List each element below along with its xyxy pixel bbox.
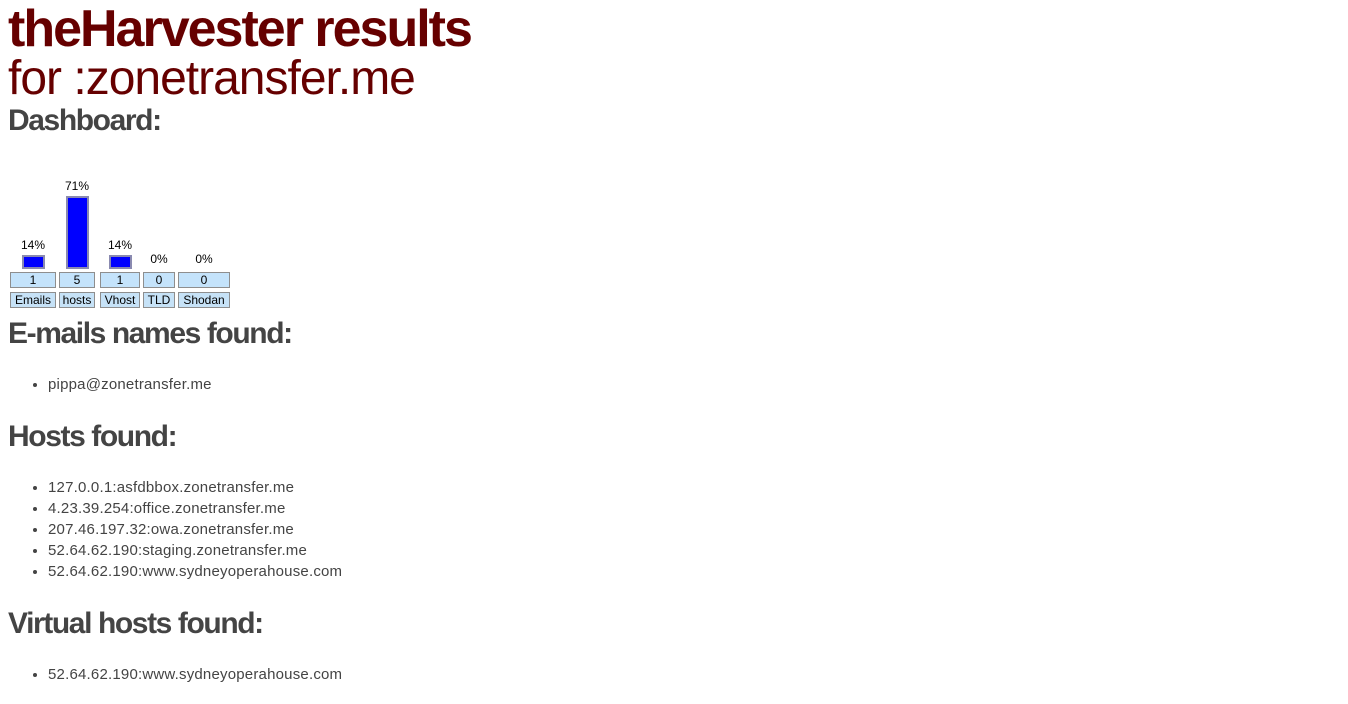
host-item: 52.64.62.190:staging.zonetransfer.me	[48, 540, 342, 561]
host-item: 127.0.0.1:asfdbbox.zonetransfer.me	[48, 477, 342, 498]
emails-list: pippa@zonetransfer.me	[8, 374, 212, 395]
chart-category-label: TLD	[143, 292, 175, 308]
chart-percent-label: 0%	[195, 252, 213, 266]
vhosts-list: 52.64.62.190:www.sydneyoperahouse.com	[8, 664, 342, 685]
chart-percent-label: 14%	[20, 238, 46, 252]
chart-category-label: hosts	[59, 292, 95, 308]
chart-bar-emails	[22, 255, 45, 269]
vhosts-heading: Virtual hosts found:	[8, 607, 264, 640]
dashboard-heading: Dashboard:	[8, 104, 162, 137]
host-item: 52.64.62.190:www.sydneyoperahouse.com	[48, 561, 342, 582]
chart-value-cell: 0	[143, 272, 175, 288]
chart-category-label: Vhost	[100, 292, 140, 308]
host-item: 4.23.39.254:office.zonetransfer.me	[48, 498, 342, 519]
email-item: pippa@zonetransfer.me	[48, 374, 212, 395]
chart-category-label: Emails	[10, 292, 56, 308]
chart-percent-label: 0%	[150, 252, 168, 266]
chart-bar-hosts	[66, 196, 89, 269]
chart-bar-vhost	[109, 255, 132, 269]
chart-value-cell: 0	[178, 272, 230, 288]
hosts-list: 127.0.0.1:asfdbbox.zonetransfer.me 4.23.…	[8, 477, 342, 582]
host-item: 207.46.197.32:owa.zonetransfer.me	[48, 519, 342, 540]
chart-value-cell: 5	[59, 272, 95, 288]
vhost-item: 52.64.62.190:www.sydneyoperahouse.com	[48, 664, 342, 685]
emails-heading: E-mails names found:	[8, 317, 293, 350]
hosts-heading: Hosts found:	[8, 420, 178, 453]
page-subtitle: for :zonetransfer.me	[8, 52, 416, 105]
chart-percent-label: 14%	[107, 238, 133, 252]
report-page: theHarvester results for :zonetransfer.m…	[8, 0, 1348, 683]
chart-percent-label: 71%	[64, 179, 90, 193]
chart-value-cell: 1	[10, 272, 56, 288]
page-title: theHarvester results	[8, 0, 473, 58]
chart-value-cell: 1	[100, 272, 140, 288]
dashboard-bar-chart: 14% 1 Emails 71% 5 hosts 14% 1 Vhost 0% 0 TLD 0% 0 Sho…	[8, 142, 408, 312]
chart-category-label: Shodan	[178, 292, 230, 308]
